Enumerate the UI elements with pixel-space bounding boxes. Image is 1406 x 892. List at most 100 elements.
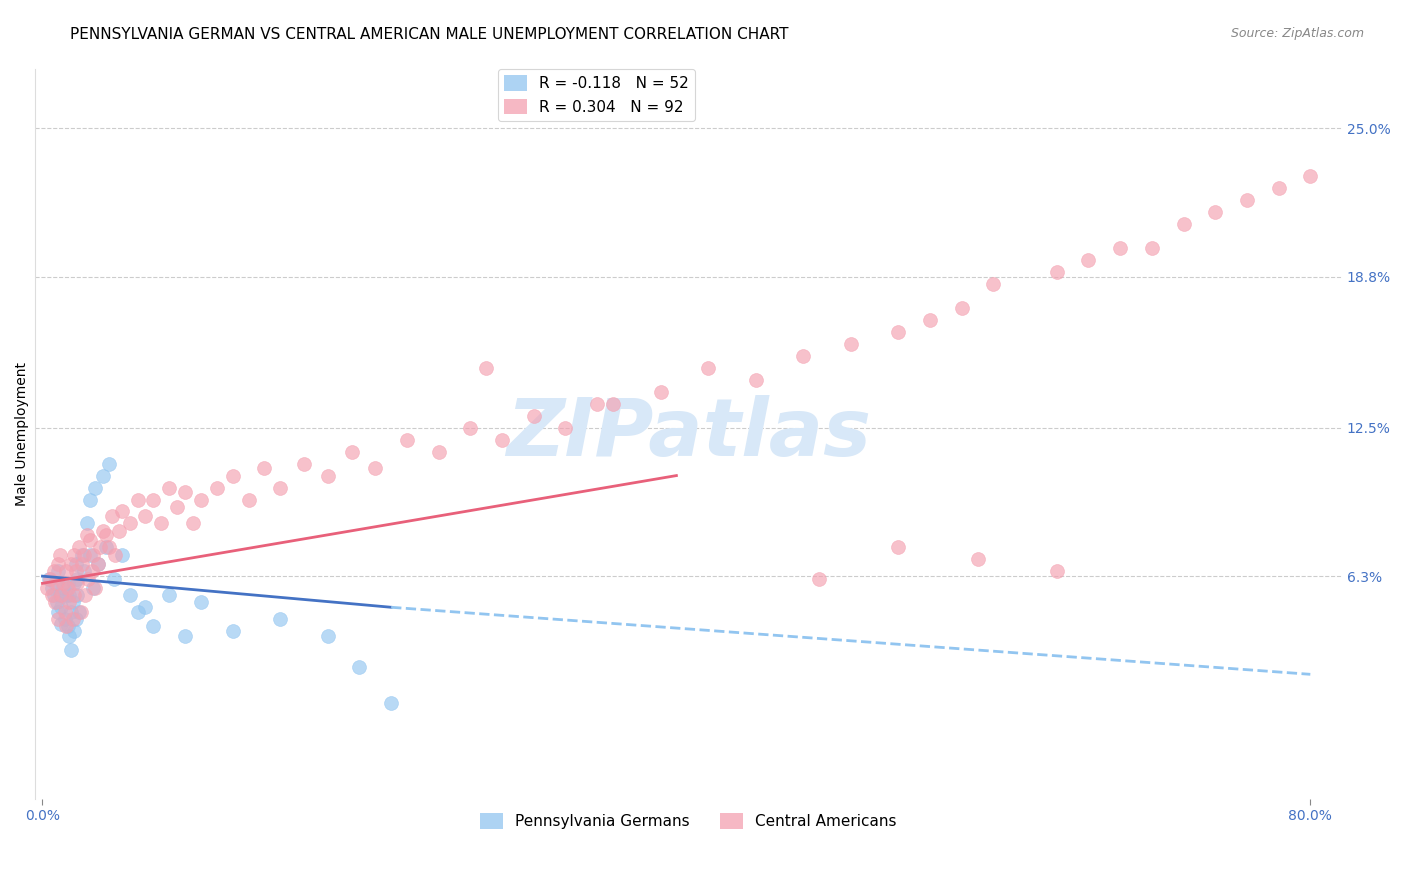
Point bbox=[79, 492, 101, 507]
Point bbox=[69, 605, 91, 619]
Point bbox=[94, 528, 117, 542]
Point bbox=[63, 576, 86, 591]
Point bbox=[744, 373, 766, 387]
Point bbox=[45, 576, 67, 591]
Point bbox=[41, 581, 63, 595]
Point bbox=[238, 492, 260, 507]
Point bbox=[1299, 169, 1322, 184]
Point bbox=[966, 552, 988, 566]
Point bbox=[70, 548, 93, 562]
Point bbox=[380, 696, 402, 710]
Point bbox=[46, 565, 69, 579]
Point bbox=[63, 548, 86, 562]
Point bbox=[82, 548, 104, 562]
Point bbox=[918, 313, 941, 327]
Point bbox=[56, 581, 79, 595]
Point bbox=[118, 588, 141, 602]
Point bbox=[60, 605, 83, 619]
Point bbox=[49, 588, 72, 602]
Point bbox=[73, 548, 96, 562]
Point bbox=[157, 481, 180, 495]
Point bbox=[134, 509, 156, 524]
Point bbox=[1109, 241, 1132, 255]
Point bbox=[340, 444, 363, 458]
Point bbox=[66, 572, 89, 586]
Y-axis label: Male Unemployment: Male Unemployment bbox=[15, 361, 30, 506]
Point bbox=[292, 457, 315, 471]
Point bbox=[56, 576, 79, 591]
Point bbox=[174, 629, 197, 643]
Point bbox=[523, 409, 546, 423]
Point bbox=[269, 612, 291, 626]
Point bbox=[107, 524, 129, 538]
Point bbox=[52, 576, 75, 591]
Point bbox=[60, 557, 83, 571]
Text: Source: ZipAtlas.com: Source: ZipAtlas.com bbox=[1230, 27, 1364, 40]
Point bbox=[1046, 265, 1069, 279]
Point bbox=[491, 433, 513, 447]
Point bbox=[49, 548, 72, 562]
Point bbox=[51, 617, 73, 632]
Point bbox=[142, 619, 165, 633]
Text: ZIPatlas: ZIPatlas bbox=[506, 394, 870, 473]
Point bbox=[94, 541, 117, 555]
Point bbox=[46, 605, 69, 619]
Point bbox=[63, 624, 86, 639]
Point bbox=[42, 588, 65, 602]
Point bbox=[83, 481, 105, 495]
Point bbox=[792, 349, 814, 363]
Point bbox=[87, 557, 110, 571]
Point bbox=[65, 565, 87, 579]
Point bbox=[46, 557, 69, 571]
Point bbox=[269, 481, 291, 495]
Point bbox=[41, 588, 63, 602]
Point bbox=[63, 588, 86, 602]
Point bbox=[44, 576, 66, 591]
Point bbox=[127, 605, 149, 619]
Point bbox=[60, 643, 83, 657]
Point bbox=[103, 572, 125, 586]
Point bbox=[83, 581, 105, 595]
Point bbox=[166, 500, 188, 514]
Point bbox=[650, 384, 672, 399]
Point bbox=[142, 492, 165, 507]
Point bbox=[73, 565, 96, 579]
Point bbox=[586, 397, 609, 411]
Point bbox=[190, 595, 212, 609]
Point bbox=[316, 468, 339, 483]
Point bbox=[150, 516, 173, 531]
Point bbox=[89, 541, 111, 555]
Point bbox=[67, 605, 90, 619]
Point bbox=[65, 557, 87, 571]
Point bbox=[1173, 217, 1195, 231]
Point bbox=[91, 524, 114, 538]
Point bbox=[42, 565, 65, 579]
Point bbox=[38, 572, 60, 586]
Point bbox=[118, 516, 141, 531]
Point bbox=[65, 612, 87, 626]
Point bbox=[55, 588, 77, 602]
Point bbox=[316, 629, 339, 643]
Point bbox=[460, 420, 482, 434]
Point bbox=[67, 541, 90, 555]
Point bbox=[79, 548, 101, 562]
Point bbox=[157, 588, 180, 602]
Point bbox=[349, 660, 371, 674]
Point bbox=[80, 565, 103, 579]
Point bbox=[1077, 253, 1099, 268]
Point bbox=[104, 548, 127, 562]
Point bbox=[62, 595, 84, 609]
Point bbox=[983, 277, 1005, 291]
Point bbox=[395, 433, 418, 447]
Text: PENNSYLVANIA GERMAN VS CENTRAL AMERICAN MALE UNEMPLOYMENT CORRELATION CHART: PENNSYLVANIA GERMAN VS CENTRAL AMERICAN … bbox=[70, 27, 789, 42]
Point bbox=[101, 509, 124, 524]
Point bbox=[66, 576, 89, 591]
Point bbox=[37, 581, 59, 595]
Point bbox=[134, 600, 156, 615]
Point bbox=[697, 360, 720, 375]
Point bbox=[887, 541, 910, 555]
Point bbox=[75, 588, 97, 602]
Point bbox=[56, 619, 79, 633]
Point bbox=[55, 565, 77, 579]
Point bbox=[475, 360, 498, 375]
